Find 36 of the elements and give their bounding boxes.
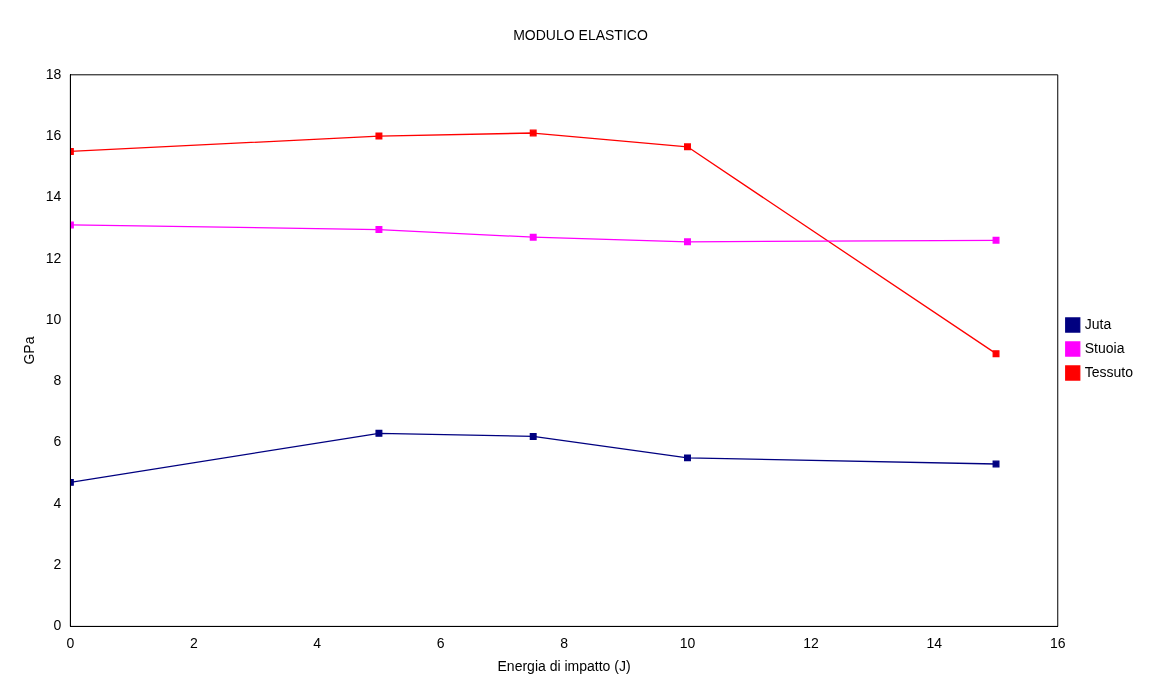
point	[529, 432, 537, 440]
point	[684, 454, 691, 462]
x-tick-label: 14	[926, 634, 943, 651]
y-tick-label: 2	[53, 555, 62, 572]
point	[684, 143, 691, 151]
y-tick-label: 16	[45, 126, 62, 143]
x-tick-label: 0	[66, 634, 75, 651]
point	[375, 429, 383, 437]
y-tick-label: 10	[45, 310, 62, 327]
point	[992, 350, 1000, 358]
x-tick-label: 6	[436, 634, 445, 651]
y-tick-label: 8	[53, 372, 62, 389]
y-tick-label: 12	[45, 249, 62, 266]
point	[684, 238, 691, 246]
x-tick-label: 16	[1049, 634, 1066, 651]
y-tick-label: 4	[53, 494, 62, 511]
y-tick-label: 6	[53, 433, 62, 450]
y-tick-label: 18	[45, 65, 62, 82]
chart-title: MODULO ELASTICO	[513, 27, 648, 44]
legend-label: Juta	[1084, 315, 1112, 332]
y-axis-title: GPa	[21, 336, 38, 365]
x-tick-label: 8	[560, 634, 569, 651]
x-axis-title: Energia di impatto (J)	[497, 658, 631, 675]
point	[375, 226, 383, 234]
x-tick-label: 2	[189, 634, 198, 651]
y-tick-label: 14	[45, 188, 62, 205]
legend-label: Stuoia	[1084, 339, 1125, 356]
y-tick-label: 0	[53, 617, 62, 634]
x-tick-label: 4	[313, 634, 322, 651]
point	[375, 132, 383, 140]
x-tick-label: 10	[679, 634, 696, 651]
legend-label: Tessuto	[1084, 363, 1134, 380]
x-tick-label: 12	[803, 634, 819, 651]
point	[529, 129, 537, 137]
point	[529, 233, 537, 241]
point	[992, 236, 1000, 244]
